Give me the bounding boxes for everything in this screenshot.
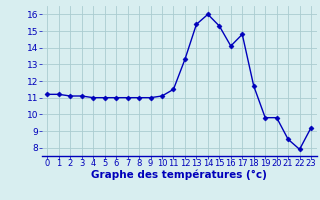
- X-axis label: Graphe des températures (°c): Graphe des températures (°c): [91, 170, 267, 180]
